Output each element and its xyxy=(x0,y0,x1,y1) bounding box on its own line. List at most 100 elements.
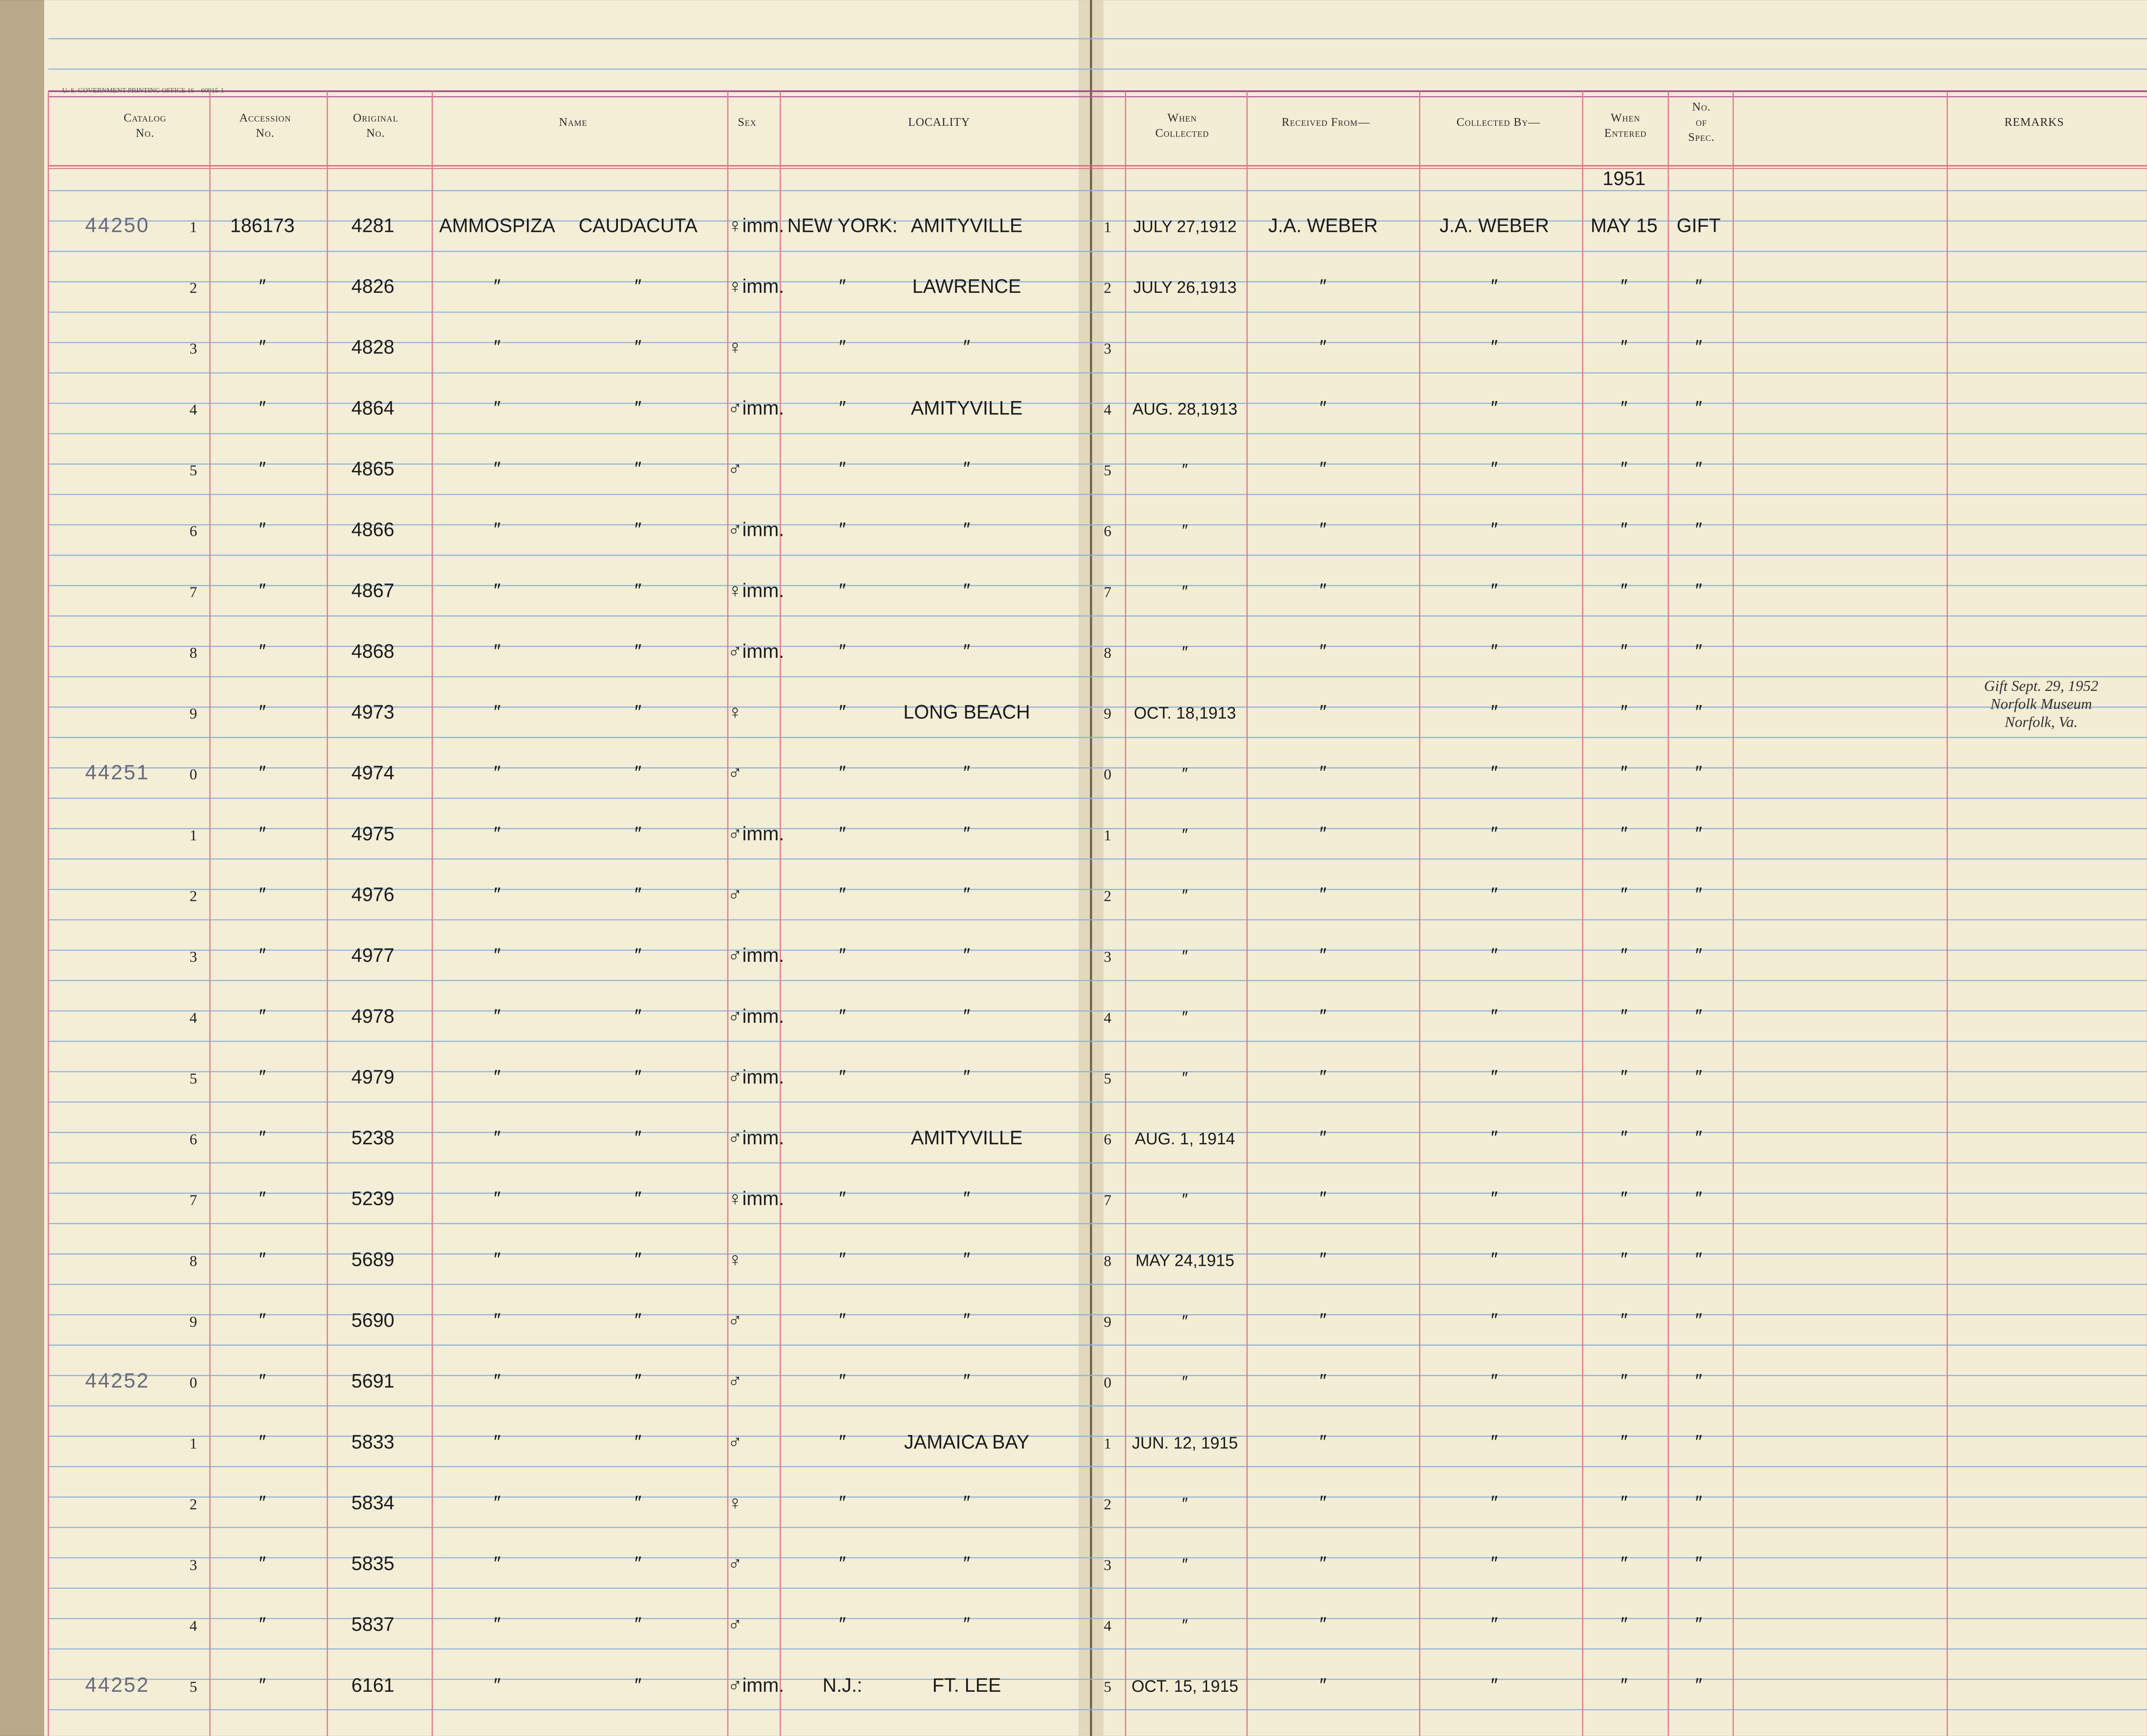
collected-by: ″ xyxy=(1491,1492,1498,1514)
row-no: 5 xyxy=(1104,1070,1112,1087)
locality-state: ″ xyxy=(839,397,846,419)
locality-place: ″ xyxy=(963,762,970,784)
name-species: ″ xyxy=(635,762,642,784)
row-no: 3 xyxy=(1104,1557,1112,1574)
when-collected: OCT. 18,1913 xyxy=(1134,704,1236,723)
remark: Norfolk, Va. xyxy=(2004,713,2078,730)
name-species: ″ xyxy=(635,1431,642,1453)
accession-no: ″ xyxy=(259,519,266,541)
collected-by: ″ xyxy=(1491,762,1498,784)
received-from: ″ xyxy=(1320,1248,1326,1270)
no-of-spec: ″ xyxy=(1695,1309,1702,1331)
received-from: ″ xyxy=(1320,1127,1326,1149)
collected-by: ″ xyxy=(1491,1005,1498,1027)
when-collected: OCT. 15, 1915 xyxy=(1131,1677,1238,1696)
remark: Gift Sept. 29, 1952 xyxy=(1984,677,2098,694)
no-of-spec: ″ xyxy=(1695,1674,1702,1696)
collected-by: ″ xyxy=(1491,579,1498,601)
sex: ♂ xyxy=(728,1309,742,1331)
row-no: 6 xyxy=(1104,523,1112,540)
original-no: 4865 xyxy=(351,458,394,480)
column-header: of xyxy=(1696,116,1707,128)
no-of-spec: ″ xyxy=(1695,1613,1702,1635)
accession-no: ″ xyxy=(259,1431,266,1453)
no-of-spec: ″ xyxy=(1695,1066,1702,1088)
accession-no: ″ xyxy=(259,579,266,601)
row-no: 7 xyxy=(1104,1192,1112,1209)
row-no: 7 xyxy=(1104,583,1112,600)
received-from: ″ xyxy=(1320,1370,1326,1392)
sex: ♀imm. xyxy=(728,214,784,236)
accession-no: ″ xyxy=(259,701,266,723)
no-of-spec: ″ xyxy=(1695,883,1702,905)
sex: ♀ xyxy=(728,1248,742,1270)
column-header: LOCALITY xyxy=(908,116,970,128)
original-no: 5239 xyxy=(351,1188,394,1210)
name-species: ″ xyxy=(635,1066,642,1088)
name-genus: ″ xyxy=(494,397,501,419)
locality-state: ″ xyxy=(839,1370,846,1392)
collected-by: ″ xyxy=(1491,397,1498,419)
catalog-digit: 0 xyxy=(189,766,197,783)
accession-no: ″ xyxy=(259,1005,266,1027)
received-from: ″ xyxy=(1320,883,1326,905)
row-no: 2 xyxy=(1104,887,1112,904)
column-header: Entered xyxy=(1604,127,1646,140)
sex: ♀imm. xyxy=(728,275,784,297)
name-genus: ″ xyxy=(494,458,501,480)
accession-no: ″ xyxy=(259,1492,266,1514)
no-of-spec: ″ xyxy=(1695,1248,1702,1270)
no-of-spec: ″ xyxy=(1695,397,1702,419)
name-genus: ″ xyxy=(494,1492,501,1514)
accession-no: 186173 xyxy=(230,214,295,236)
no-of-spec: ″ xyxy=(1695,1553,1702,1575)
name-species: ″ xyxy=(635,1127,642,1149)
accession-no: ″ xyxy=(259,1309,266,1331)
collected-by: ″ xyxy=(1491,640,1498,662)
name-species: ″ xyxy=(635,1492,642,1514)
sex: ♂ xyxy=(728,883,742,905)
name-genus: ″ xyxy=(494,1248,501,1270)
when-collected: ″ xyxy=(1182,1556,1188,1574)
left-page xyxy=(41,0,1091,1736)
row-no: 5 xyxy=(1104,1678,1112,1695)
accession-no: ″ xyxy=(259,1674,266,1696)
sex: ♂imm. xyxy=(728,519,784,541)
locality-state: ″ xyxy=(839,1431,846,1453)
when-entered: ″ xyxy=(1621,519,1627,541)
collected-by: ″ xyxy=(1491,1674,1498,1696)
name-genus: ″ xyxy=(494,640,501,662)
when-entered: ″ xyxy=(1621,823,1627,845)
locality-place: ″ xyxy=(963,823,970,845)
received-from: ″ xyxy=(1320,1188,1326,1210)
sex: ♀imm. xyxy=(728,1188,784,1210)
name-genus: ″ xyxy=(494,1005,501,1027)
name-genus: ″ xyxy=(494,1188,501,1210)
column-header: Spec. xyxy=(1688,131,1715,143)
original-no: 4974 xyxy=(351,762,394,784)
column-header: Name xyxy=(559,116,587,128)
original-no: 4866 xyxy=(351,519,394,541)
accession-no: ″ xyxy=(259,762,266,784)
original-no: 5690 xyxy=(351,1309,394,1331)
locality-state: ″ xyxy=(839,1309,846,1331)
received-from: ″ xyxy=(1320,1613,1326,1635)
collected-by: ″ xyxy=(1491,336,1498,358)
row-no: 8 xyxy=(1104,644,1112,661)
column-header: When xyxy=(1611,111,1640,124)
received-from: ″ xyxy=(1320,519,1326,541)
when-entered: ″ xyxy=(1621,762,1627,784)
received-from: ″ xyxy=(1320,640,1326,662)
collected-by: ″ xyxy=(1491,1066,1498,1088)
sex: ♂imm. xyxy=(728,944,784,966)
original-no: 4826 xyxy=(351,275,394,297)
name-species: ″ xyxy=(635,701,642,723)
name-species: ″ xyxy=(635,1309,642,1331)
received-from: ″ xyxy=(1320,275,1326,297)
when-collected: AUG. 1, 1914 xyxy=(1135,1130,1235,1148)
no-of-spec: ″ xyxy=(1695,640,1702,662)
name-species: ″ xyxy=(635,1005,642,1027)
name-species: ″ xyxy=(635,1553,642,1575)
locality-state: ″ xyxy=(839,1066,846,1088)
